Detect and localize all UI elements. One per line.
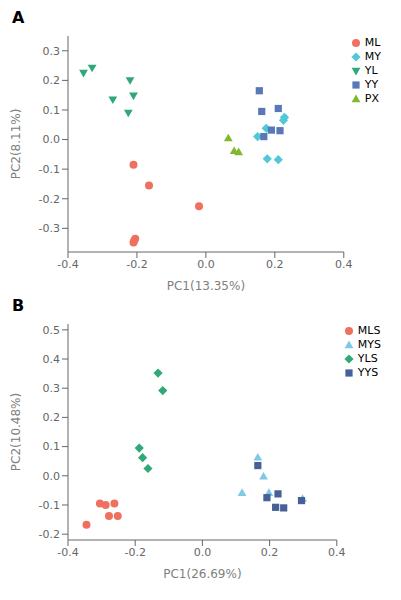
svg-text:0.1: 0.1 — [43, 104, 61, 117]
svg-text:0.0: 0.0 — [43, 470, 61, 483]
html-text:ML: ML — [364, 36, 381, 49]
svg-text:0.4: 0.4 — [328, 546, 346, 559]
svg-text:-0.4: -0.4 — [57, 546, 78, 559]
svg-text:0.1: 0.1 — [43, 440, 61, 453]
svg-text:0.0: 0.0 — [43, 133, 61, 146]
svg-text:-0.2: -0.2 — [126, 258, 147, 271]
svg-text:0.3: 0.3 — [43, 45, 61, 58]
svg-text:0.2: 0.2 — [266, 258, 284, 271]
svg-text:-0.2: -0.2 — [39, 193, 60, 206]
svg-text:-0.3: -0.3 — [39, 222, 60, 235]
html-text:MY: MY — [364, 50, 381, 63]
svg-text:0.2: 0.2 — [261, 546, 279, 559]
html-text:B: B — [12, 296, 25, 315]
html-text:YL: YL — [364, 64, 378, 77]
svg-text:PC1(13.35%): PC1(13.35%) — [167, 279, 245, 293]
html-text:MLS: MLS — [357, 324, 381, 337]
html-text:MYS: MYS — [357, 338, 381, 351]
svg-text:0.0: 0.0 — [194, 546, 212, 559]
svg-text:0.3: 0.3 — [43, 382, 61, 395]
html-text:PX: PX — [364, 92, 379, 105]
svg-text:0.4: 0.4 — [335, 258, 353, 271]
svg-text:PC2(8.11%): PC2(8.11%) — [9, 109, 23, 180]
svg-text:0.4: 0.4 — [43, 353, 61, 366]
svg-text:0.0: 0.0 — [197, 258, 215, 271]
svg-text:-0.1: -0.1 — [39, 163, 60, 176]
svg-text:0.5: 0.5 — [43, 324, 61, 337]
svg-text:-0.4: -0.4 — [57, 258, 78, 271]
svg-text:-0.1: -0.1 — [39, 499, 60, 512]
svg-text:0.2: 0.2 — [43, 411, 61, 424]
svg-text:-0.2: -0.2 — [124, 546, 145, 559]
svg-text:0.2: 0.2 — [43, 74, 61, 87]
html-text:YLS: YLS — [357, 352, 378, 365]
html-text:YY: YY — [364, 78, 379, 91]
svg-text:PC2(10.48%): PC2(10.48%) — [9, 393, 23, 471]
html-text:A: A — [12, 8, 25, 27]
html-text:YYS: YYS — [357, 366, 379, 379]
svg-text:-0.2: -0.2 — [39, 528, 60, 541]
svg-text:PC1(26.69%): PC1(26.69%) — [163, 567, 241, 581]
